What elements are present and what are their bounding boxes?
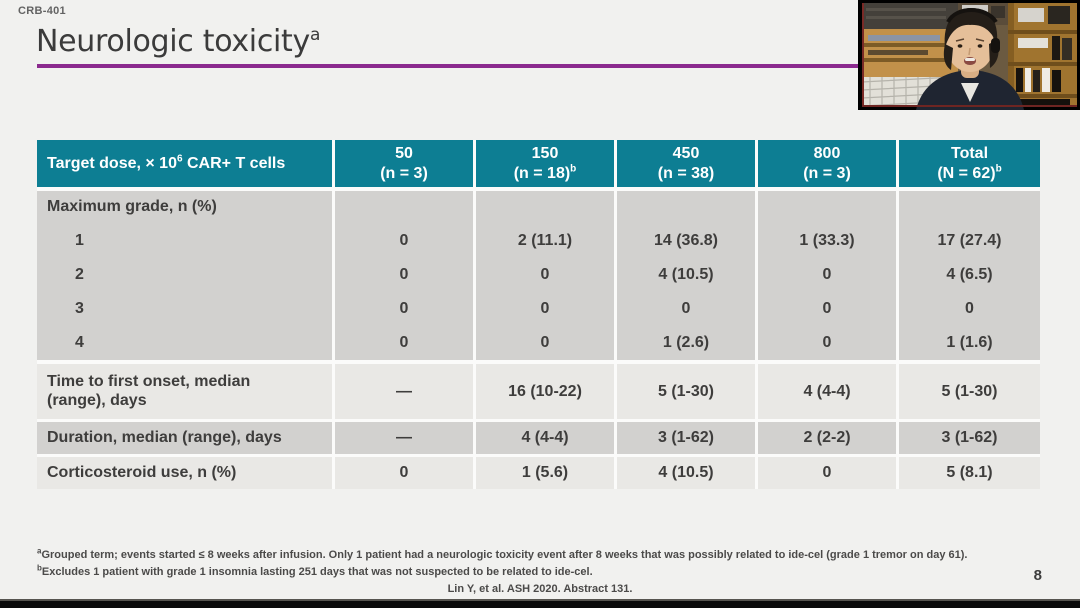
table-cell: 0 (758, 258, 896, 292)
row-label: 3 (37, 292, 332, 326)
presenter-webcam-video[interactable] (858, 0, 1080, 110)
page-title-text: Neurologic toxicity (36, 24, 310, 59)
table-cell: 0 (335, 457, 473, 489)
table-cell: — (335, 422, 473, 454)
table-cell: 5 (8.1) (899, 457, 1040, 489)
table-cell: 4 (6.5) (899, 258, 1040, 292)
table-row-grade-3: 3 0 0 0 0 0 (37, 292, 1040, 326)
row-label: 4 (37, 326, 332, 360)
table-row-grade-1: 1 0 2 (11.1) 14 (36.8) 1 (33.3) 17 (27.4… (37, 224, 1040, 258)
table-cell: 1 (5.6) (476, 457, 614, 489)
table-cell: 0 (758, 292, 896, 326)
table-cell: 3 (1-62) (617, 422, 755, 454)
table-cell: 0 (899, 292, 1040, 326)
row-label: Maximum grade, n (%) (37, 191, 332, 224)
table-row-corticosteroid-use: Corticosteroid use, n (%) 0 1 (5.6) 4 (1… (37, 457, 1040, 489)
table-cell: 0 (335, 258, 473, 292)
table-row-time-to-first-onset: Time to first onset, median (range), day… (37, 364, 1040, 419)
table-cell: 0 (476, 258, 614, 292)
row-label: 2 (37, 258, 332, 292)
table-cell: 0 (758, 326, 896, 360)
table-row-grade-4: 4 0 0 1 (2.6) 0 1 (1.6) (37, 326, 1040, 360)
table-cell: 5 (1-30) (899, 364, 1040, 419)
table-cell (758, 191, 896, 224)
table-cell: 4 (4-4) (476, 422, 614, 454)
table-header-label: Target dose, × 106 CAR+ T cells (37, 140, 332, 187)
title-underline (37, 64, 858, 68)
column-header-450: 450 (n = 38) (617, 140, 755, 187)
footnotes: aGrouped term; events started ≤ 8 weeks … (37, 547, 1043, 598)
table-cell: 2 (11.1) (476, 224, 614, 258)
table-row-maximum-grade: Maximum grade, n (%) (37, 191, 1040, 224)
column-header-800: 800 (n = 3) (758, 140, 896, 187)
table-cell: 0 (617, 292, 755, 326)
row-label: Corticosteroid use, n (%) (37, 457, 332, 489)
table-cell: 0 (476, 326, 614, 360)
footnote-b: bExcludes 1 patient with grade 1 insomni… (37, 563, 593, 579)
table-cell: — (335, 364, 473, 419)
table-header-label-text: Target dose, × 106 CAR+ T cells (47, 153, 286, 172)
table-cell: 14 (36.8) (617, 224, 755, 258)
page-number: 8 (1033, 567, 1042, 584)
table-cell: 0 (335, 292, 473, 326)
row-label: Time to first onset, median (range), day… (37, 364, 332, 419)
table-cell: 4 (10.5) (617, 457, 755, 489)
page-title: Neurologic toxicitya (36, 24, 320, 59)
column-header-total: Total (N = 62)b (899, 140, 1040, 187)
table-header-row: Target dose, × 106 CAR+ T cells 50 (n = … (37, 140, 1040, 187)
table-cell: 1 (1.6) (899, 326, 1040, 360)
table-cell: 16 (10-22) (476, 364, 614, 419)
table-cell (335, 191, 473, 224)
presenter-webcam-illustration (858, 0, 1080, 110)
neurologic-toxicity-table: Target dose, × 106 CAR+ T cells 50 (n = … (37, 140, 1040, 489)
table-cell (617, 191, 755, 224)
row-label: 1 (37, 224, 332, 258)
table-cell: 0 (335, 224, 473, 258)
title-footnote-marker: a (309, 25, 321, 45)
table-row-grade-2: 2 0 0 4 (10.5) 0 4 (6.5) (37, 258, 1040, 292)
player-bottom-bar (0, 599, 1080, 608)
citation: Lin Y, et al. ASH 2020. Abstract 131. (447, 583, 633, 596)
column-header-150: 150 (n = 18)b (476, 140, 614, 187)
table-cell (899, 191, 1040, 224)
table-cell: 4 (4-4) (758, 364, 896, 419)
table-cell: 3 (1-62) (899, 422, 1040, 454)
table-cell: 1 (2.6) (617, 326, 755, 360)
table-cell: 4 (10.5) (617, 258, 755, 292)
table-cell: 0 (476, 292, 614, 326)
column-header-50: 50 (n = 3) (335, 140, 473, 187)
table-cell: 5 (1-30) (617, 364, 755, 419)
table-cell: 1 (33.3) (758, 224, 896, 258)
footnote-a: aGrouped term; events started ≤ 8 weeks … (37, 546, 968, 561)
table-cell: 17 (27.4) (899, 224, 1040, 258)
table-cell: 0 (335, 326, 473, 360)
table-cell: 2 (2-2) (758, 422, 896, 454)
table-row-duration: Duration, median (range), days — 4 (4-4)… (37, 422, 1040, 454)
table-cell (476, 191, 614, 224)
study-label: CRB-401 (18, 5, 66, 17)
row-label: Duration, median (range), days (37, 422, 332, 454)
table-cell: 0 (758, 457, 896, 489)
